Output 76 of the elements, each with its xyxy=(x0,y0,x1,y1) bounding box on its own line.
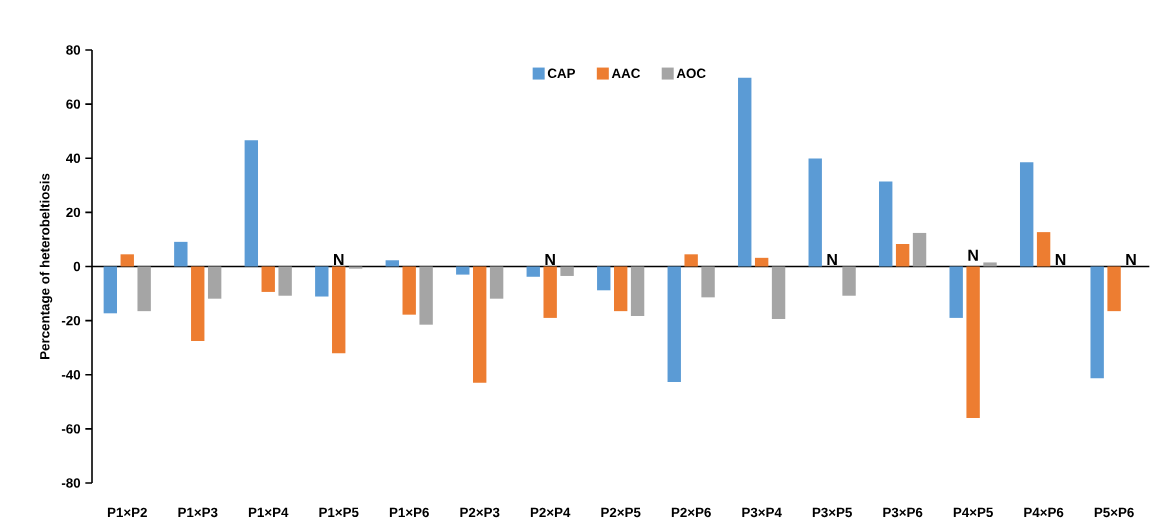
y-axis-title: Percentage of heterobeltiosis xyxy=(39,173,53,360)
bar xyxy=(120,254,134,267)
annotation: N xyxy=(1055,254,1066,266)
x-tick-label: P2×P4 xyxy=(530,507,571,518)
bar xyxy=(278,266,292,296)
bar xyxy=(191,266,205,342)
bar xyxy=(754,258,769,267)
bar xyxy=(174,242,188,267)
x-tick-label: P3×P6 xyxy=(883,507,923,518)
x-tick-label: P2×P6 xyxy=(671,507,711,518)
bar xyxy=(456,266,470,275)
x-tick-label: P1×P3 xyxy=(178,507,218,518)
bar xyxy=(912,233,927,267)
legend-label: AAC xyxy=(611,68,640,79)
bar xyxy=(1019,162,1034,267)
x-tick-label: P4×P5 xyxy=(953,507,993,518)
bar xyxy=(879,181,893,267)
annotation: N xyxy=(827,254,837,266)
x-tick-label: P4×P6 xyxy=(1024,507,1064,518)
bar xyxy=(526,266,540,277)
bar xyxy=(1036,232,1051,267)
y-tick-label: -80 xyxy=(61,478,81,488)
bar xyxy=(771,266,786,320)
x-tick-label: P1×P5 xyxy=(319,507,359,518)
x-tick-label: P2×P5 xyxy=(601,507,641,518)
bar xyxy=(473,266,487,384)
bar xyxy=(842,266,856,296)
bar xyxy=(630,266,645,317)
x-tick-label: P1×P6 xyxy=(389,507,429,518)
bar xyxy=(597,266,611,291)
bar xyxy=(684,254,698,267)
bar xyxy=(419,266,433,325)
annotation: N xyxy=(334,254,344,266)
x-tick-label: P1×P4 xyxy=(248,507,289,518)
annotation: N xyxy=(1126,254,1136,266)
bar xyxy=(385,260,399,267)
bar xyxy=(613,266,628,312)
y-tick-label: -20 xyxy=(61,316,81,326)
bar xyxy=(543,266,557,319)
bar xyxy=(1107,266,1121,312)
annotation: N xyxy=(545,254,555,266)
bar xyxy=(738,78,752,267)
x-tick-label: P3×P4 xyxy=(742,507,782,518)
bar xyxy=(103,266,118,314)
x-tick-label: P5×P6 xyxy=(1094,507,1134,518)
bar xyxy=(966,266,980,419)
bar xyxy=(207,266,222,299)
bar xyxy=(261,266,275,293)
bar xyxy=(332,266,346,354)
y-tick-label: -60 xyxy=(61,424,81,434)
bar xyxy=(895,244,910,267)
y-tick-label: -40 xyxy=(61,370,81,380)
bar xyxy=(1090,266,1104,379)
bar xyxy=(489,266,504,299)
bar xyxy=(560,266,574,277)
y-tick-label: 60 xyxy=(66,99,81,110)
y-tick-label: 0 xyxy=(73,261,81,272)
y-tick-label: 20 xyxy=(66,207,81,218)
bar xyxy=(808,158,822,267)
bar xyxy=(701,266,715,298)
legend-label: AOC xyxy=(676,68,706,79)
bar xyxy=(949,266,963,319)
y-tick-label: 40 xyxy=(66,153,81,164)
bar xyxy=(402,266,416,315)
bar xyxy=(983,262,997,267)
y-tick-label: 80 xyxy=(66,45,81,55)
bar xyxy=(137,266,151,312)
x-tick-label: P2×P3 xyxy=(460,507,500,518)
bar xyxy=(667,266,681,383)
legend-label: CAP xyxy=(547,68,576,79)
annotation: N xyxy=(968,250,978,262)
bar xyxy=(348,266,363,269)
bar xyxy=(244,140,259,267)
bar xyxy=(315,266,329,297)
x-tick-label: P1×P2 xyxy=(107,507,147,518)
x-tick-label: P3×P5 xyxy=(812,507,852,518)
